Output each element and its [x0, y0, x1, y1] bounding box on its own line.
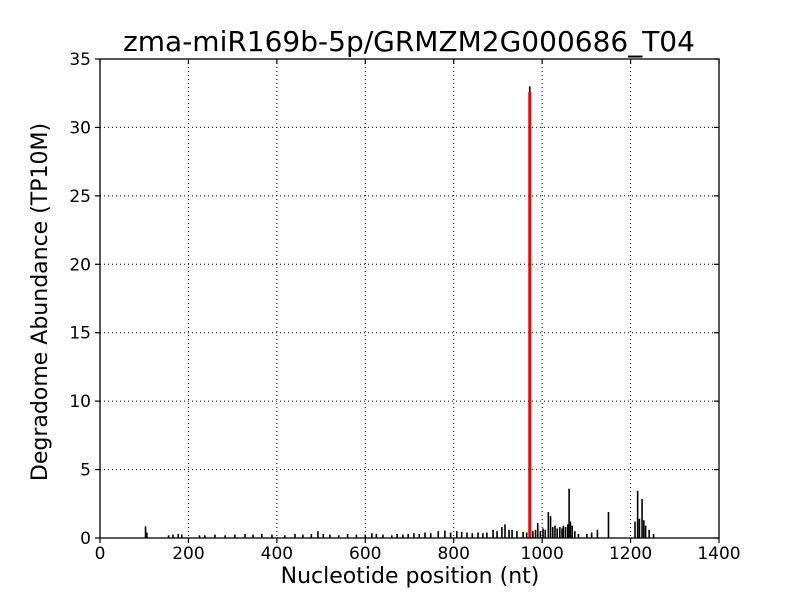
x-axis-label: Nucleotide position (nt): [281, 564, 540, 589]
y-tick-label: 30: [69, 118, 91, 138]
y-axis-label: Degradome Abundance (TP10M): [28, 123, 53, 481]
x-tick-label: 800: [437, 544, 469, 564]
x-tick-label: 1000: [521, 544, 564, 564]
x-tick-label: 0: [95, 544, 106, 564]
y-tick-label: 0: [80, 529, 91, 549]
y-tick-label: 25: [69, 187, 91, 207]
x-tick-label: 1200: [609, 544, 652, 564]
y-tick-label: 20: [69, 255, 91, 275]
y-tick-label: 35: [69, 50, 91, 70]
y-tick-label: 5: [80, 461, 91, 481]
x-tick-label: 400: [261, 544, 293, 564]
x-tick-label: 600: [349, 544, 381, 564]
axes-layer: [95, 58, 720, 543]
x-tick-label: 200: [172, 544, 204, 564]
plot-box: [99, 58, 720, 539]
y-tick-label: 10: [69, 392, 91, 412]
grid-layer: [100, 59, 719, 538]
spike-layer: [144, 86, 655, 538]
x-tick-label: 1400: [697, 544, 740, 564]
chart-title: zma-miR169b-5p/GRMZM2G000686_T04: [123, 25, 695, 58]
tick-label-layer: 0 200 400 600 800 1000 1200 1400 0 5 10 15 20 25 30 35: [69, 50, 740, 564]
y-tick-label: 15: [69, 324, 91, 344]
